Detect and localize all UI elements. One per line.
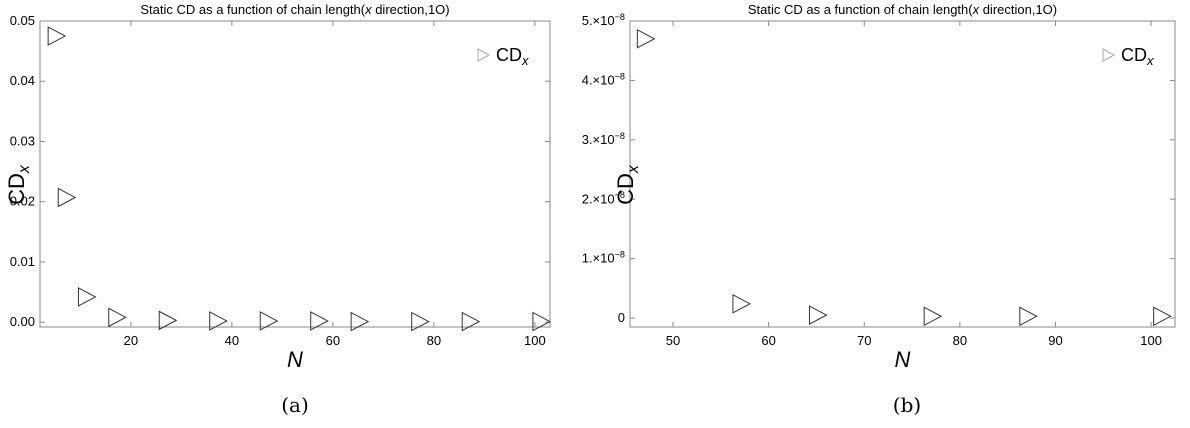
x-tick-label: 60 [761,333,775,348]
data-point [350,311,370,332]
x-tick-label: 80 [427,333,441,348]
data-point [108,307,127,328]
plot-frame [629,20,1176,328]
data-point [259,311,279,331]
y-tick-label: 0 [618,310,625,325]
y-tick-label: 2.×10−8 [582,190,625,206]
y-tick-label: 0.03 [10,133,35,148]
y-axis-label: CDx [4,164,33,205]
x-tick-label: 100 [1140,333,1162,348]
y-tick-label: 5.×10−8 [582,12,625,28]
legend-marker [477,48,491,62]
legend-label: CDx [496,45,529,68]
legend-label: CDx [1121,45,1154,68]
y-tick-label: 3.×10−8 [582,131,625,147]
panel-caption: (a) [281,393,309,417]
data-point [808,305,828,325]
data-point [411,311,430,332]
data-point [77,287,97,307]
x-tick-label: 90 [1048,333,1062,348]
y-tick-label: 1.×10−8 [582,250,625,266]
chart-panel-a: Static CD as a function of chain length(… [4,2,551,417]
data-point [923,306,943,327]
chart-title: Static CD as a function of chain length(… [748,2,1057,17]
x-axis-label: N [287,347,303,372]
x-tick-label: 80 [953,333,967,348]
data-point [732,293,752,314]
x-tick-label: 70 [857,333,871,348]
x-axis-label: N [895,347,911,372]
data-point [57,187,77,208]
chart-panel-b: Static CD as a function of chain length(… [582,2,1176,417]
x-tick-label: 40 [225,333,239,348]
data-point [1019,306,1038,327]
plot-frame [39,20,551,328]
y-tick-label: 0.02 [10,194,35,209]
data-point [47,26,67,46]
y-tick-label: 4.×10−8 [582,71,625,87]
data-point [209,311,228,331]
chart-title: Static CD as a function of chain length(… [140,2,449,17]
y-axis-label: CDx [613,164,642,205]
data-point [461,311,481,332]
data-point [1153,306,1172,327]
panel-caption: (b) [893,393,921,417]
y-tick-label: 0.05 [10,13,35,28]
y-tick-label: 0.01 [10,254,35,269]
data-point [158,310,178,331]
x-tick-label: 50 [666,333,680,348]
x-tick-label: 60 [326,333,340,348]
data-point [532,311,551,332]
y-tick-label: 0.04 [10,73,35,88]
data-point [310,311,329,331]
x-tick-label: 20 [124,333,138,348]
y-tick-label: 0.00 [10,314,35,329]
legend-marker [1102,48,1116,62]
x-tick-label: 100 [524,333,546,348]
data-point [636,28,656,49]
